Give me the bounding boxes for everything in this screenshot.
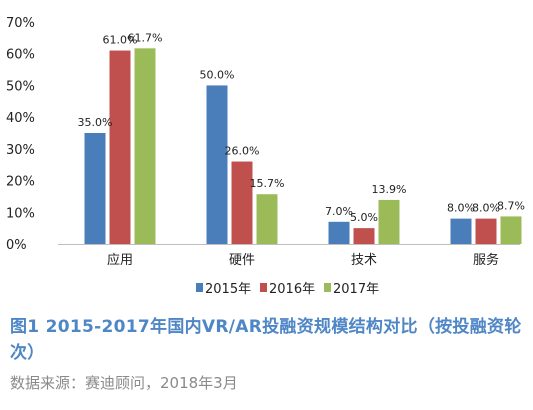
bar-data-label: 8.0% <box>472 202 500 215</box>
bar-data-label: 50.0% <box>200 68 235 81</box>
bar <box>109 50 131 244</box>
bar <box>475 218 497 244</box>
bar <box>231 161 253 244</box>
x-category-label: 硬件 <box>229 253 255 268</box>
y-tick-label: 40% <box>6 111 35 126</box>
x-category-label: 应用 <box>107 252 133 268</box>
bar-data-label: 35.0% <box>78 116 113 129</box>
bar-data-label: 13.9% <box>372 183 407 196</box>
figure-caption: 图1 2015-2017年国内VR/AR投融资规模结构对比（按投融资轮次） <box>10 317 522 363</box>
y-tick-label: 50% <box>6 79 35 94</box>
bar <box>353 228 375 244</box>
bar-data-label: 61.0% <box>103 34 138 47</box>
y-tick-label: 10% <box>6 206 35 221</box>
bar-data-label: 15.7% <box>250 177 285 190</box>
bar <box>256 194 278 244</box>
legend-label: 2015年 <box>205 282 251 297</box>
y-tick-label: 60% <box>6 48 35 63</box>
category-labels: 应用 硬件 技术 服务 <box>107 252 499 268</box>
bar-data-label: 5.0% <box>350 211 378 224</box>
y-tick-label: 70% <box>6 16 35 31</box>
y-tick-label: 30% <box>6 143 35 158</box>
bar <box>206 85 228 244</box>
y-tick-label: 20% <box>6 175 35 190</box>
legend-swatch <box>196 283 203 292</box>
bar <box>378 199 400 244</box>
x-category-label: 服务 <box>473 252 499 268</box>
y-axis-tick-labels: 0% 10% 20% 30% 40% 50% 60% 70% <box>6 16 35 253</box>
legend-label: 2017年 <box>333 282 379 297</box>
x-category-label: 技术 <box>351 253 377 268</box>
y-tick-label: 0% <box>6 238 27 253</box>
bar-data-label: 26.0% <box>225 145 260 158</box>
bar-data-label: 8.0% <box>447 202 475 215</box>
bar <box>134 48 156 244</box>
bar <box>500 216 522 244</box>
data-labels: 35.0% 61.0%61.7% 50.0% 26.0% 15.7% 7.0%5.0% 13… <box>78 31 525 224</box>
legend-swatch <box>324 283 331 292</box>
bar <box>328 221 350 244</box>
legend: 2015年 2016年 2017年 <box>196 282 379 297</box>
data-source-note: 数据来源：赛迪顾问，2018年3月 <box>10 374 238 392</box>
bar-data-label: 7.0% <box>325 205 353 218</box>
bar-marks <box>84 48 522 244</box>
bar <box>450 218 472 244</box>
legend-label: 2016年 <box>269 282 315 297</box>
legend-swatch <box>260 283 267 292</box>
bar-chart: 0% 10% 20% 30% 40% 50% 60% 70% 35.0% 61.0%61.7% 5… <box>6 16 525 297</box>
bar-data-label: 8.7% <box>497 199 525 212</box>
bar-data-label: 61.7% <box>128 31 163 44</box>
bar <box>84 133 106 244</box>
